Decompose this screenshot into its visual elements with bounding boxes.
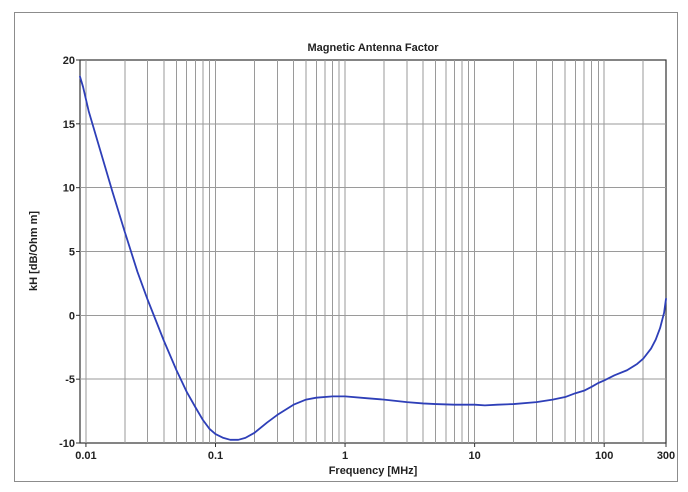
y-tick-label: 5 [69, 247, 75, 259]
y-tick-label: 10 [63, 183, 75, 195]
x-tick-label: 0.1 [208, 450, 223, 462]
x-tick-label: 0.01 [75, 450, 96, 462]
chart-frame: 0.01 0.1 1 10 100 300 20 15 10 5 0 -5 -10 Magnetic A… [14, 12, 678, 482]
y-tick-label: -10 [59, 438, 75, 450]
x-axis-label: Frequency [MHz] [329, 465, 418, 477]
y-tick-label: -5 [65, 374, 75, 386]
chart-title: Magnetic Antenna Factor [308, 42, 440, 54]
x-tick-label: 10 [468, 450, 480, 462]
chart-svg: 0.01 0.1 1 10 100 300 20 15 10 5 0 -5 -10 Magnetic A… [28, 42, 675, 477]
y-tick-label: 20 [63, 55, 75, 67]
series-line [79, 75, 667, 441]
y-tick-label: 0 [69, 310, 75, 322]
y-axis-label: kH [dB/Ohm m] [28, 211, 40, 291]
x-tick-label: 1 [342, 450, 348, 462]
x-tick-label: 100 [595, 450, 613, 462]
x-tick-label: 300 [657, 450, 675, 462]
y-tick-label: 15 [63, 119, 75, 131]
